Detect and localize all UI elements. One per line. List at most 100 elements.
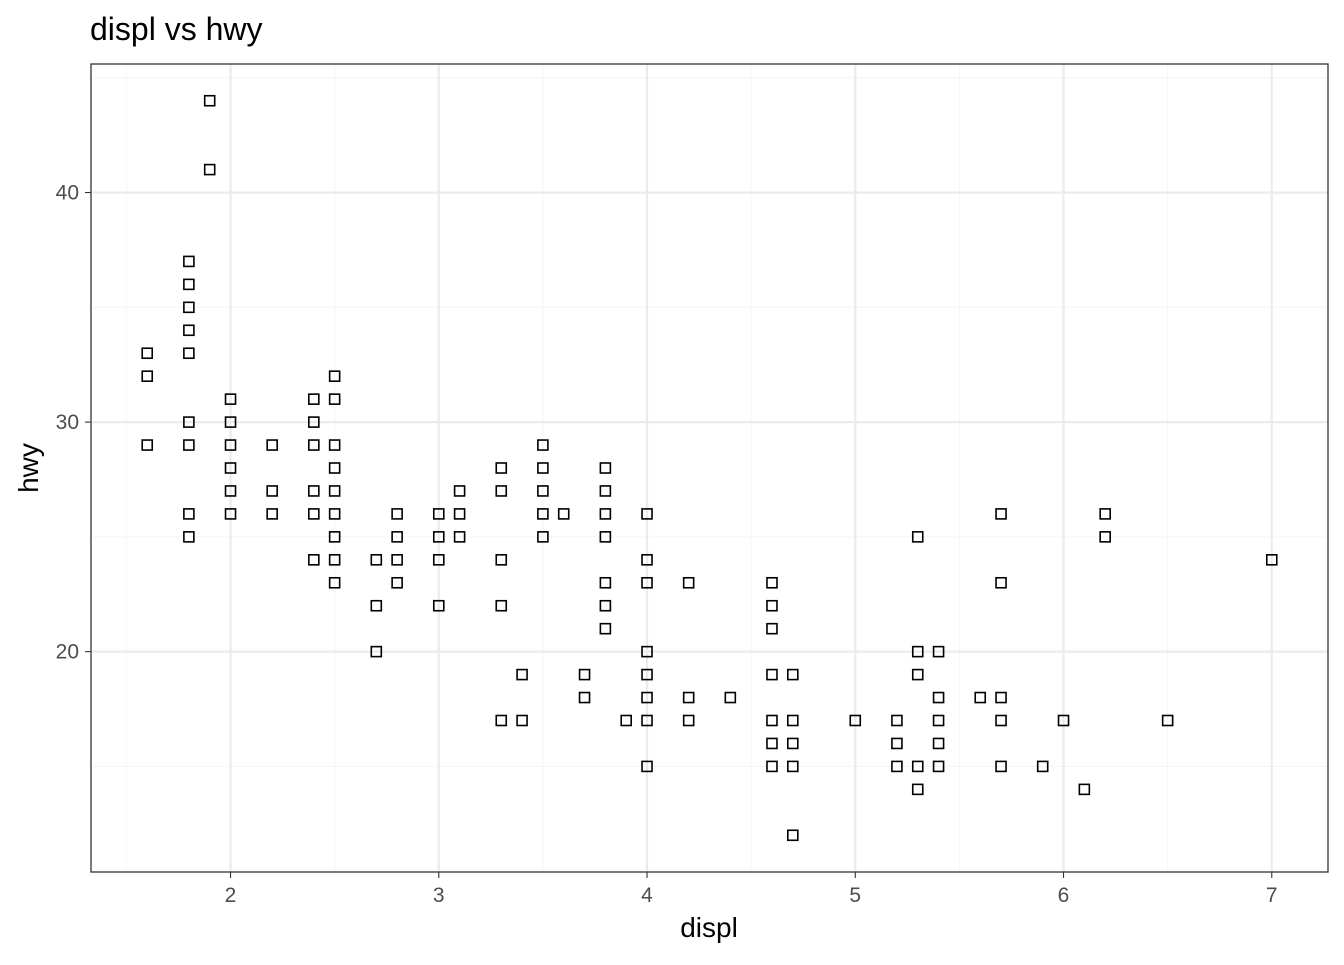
data-point	[308, 508, 320, 520]
data-point	[682, 691, 695, 704]
data-point	[495, 462, 508, 474]
data-point	[932, 760, 945, 773]
data-point	[1057, 714, 1070, 727]
data-point	[224, 393, 237, 405]
data-point	[995, 691, 1007, 704]
data-point	[495, 485, 508, 497]
points-layer	[141, 94, 1278, 842]
data-point	[974, 691, 987, 704]
data-point	[495, 599, 508, 612]
data-point	[141, 347, 154, 360]
data-point	[328, 370, 341, 382]
data-point	[453, 508, 466, 520]
data-point	[891, 760, 903, 773]
data-point	[495, 554, 508, 566]
data-point	[641, 714, 653, 727]
x-tick-label: 6	[1058, 884, 1070, 907]
data-point	[370, 599, 383, 612]
data-point	[766, 622, 778, 635]
data-point	[308, 416, 320, 428]
data-point	[266, 485, 278, 497]
data-point	[599, 508, 612, 520]
data-point	[682, 576, 695, 589]
data-point	[141, 439, 154, 451]
data-point	[183, 278, 195, 291]
data-point	[599, 576, 612, 589]
data-point	[203, 94, 216, 107]
data-point	[1078, 783, 1091, 796]
data-point	[578, 691, 591, 704]
data-point	[932, 645, 945, 658]
data-point	[308, 554, 320, 566]
data-point	[599, 531, 612, 543]
data-point	[1265, 554, 1278, 566]
data-point	[266, 439, 278, 451]
data-point	[224, 508, 237, 520]
data-point	[308, 393, 320, 405]
data-point	[183, 324, 195, 337]
data-point	[641, 691, 653, 704]
data-point	[266, 508, 278, 520]
data-point	[849, 714, 862, 727]
data-point	[766, 714, 778, 727]
data-point	[432, 599, 445, 612]
data-point	[641, 508, 653, 520]
data-point	[557, 508, 570, 520]
data-point	[911, 668, 924, 681]
data-point	[328, 462, 341, 474]
data-point	[308, 439, 320, 451]
data-point	[224, 485, 237, 497]
data-point	[391, 554, 403, 566]
data-point	[786, 668, 799, 681]
data-point	[328, 485, 341, 497]
data-point	[995, 508, 1007, 520]
data-point	[995, 760, 1007, 773]
data-point	[620, 714, 633, 727]
data-point	[224, 462, 237, 474]
data-point	[537, 462, 549, 474]
panel-border	[90, 63, 1329, 873]
data-point	[203, 163, 216, 176]
data-point	[516, 668, 528, 681]
data-point	[516, 714, 528, 727]
data-point	[578, 668, 591, 681]
data-point	[391, 508, 403, 520]
data-point	[537, 439, 549, 451]
data-point	[911, 783, 924, 796]
data-point	[328, 439, 341, 451]
y-tick-label: 20	[56, 641, 79, 664]
data-point	[328, 554, 341, 566]
data-point	[995, 714, 1007, 727]
data-point	[453, 531, 466, 543]
y-tick-label: 40	[56, 182, 79, 205]
x-tick-label: 3	[433, 884, 445, 907]
axes-layer: 2 3 4 5 6 7 20 30 40	[56, 182, 1278, 907]
data-point	[786, 760, 799, 773]
data-point	[1099, 531, 1111, 543]
data-point	[766, 737, 778, 750]
data-point	[370, 645, 383, 658]
data-point	[370, 554, 383, 566]
data-point	[911, 760, 924, 773]
grid-layer	[91, 64, 1328, 872]
x-tick-label: 4	[641, 884, 653, 907]
data-point	[932, 714, 945, 727]
data-point	[328, 576, 341, 589]
data-point	[766, 576, 778, 589]
x-tick-label: 5	[849, 884, 861, 907]
data-point	[308, 485, 320, 497]
data-point	[724, 691, 737, 704]
data-point	[537, 485, 549, 497]
data-point	[328, 393, 341, 405]
data-point	[224, 416, 237, 428]
x-axis-title: displ	[680, 912, 738, 943]
data-point	[183, 255, 195, 268]
data-point	[641, 554, 653, 566]
data-point	[599, 462, 612, 474]
data-point	[328, 531, 341, 543]
data-point	[891, 737, 903, 750]
data-point	[911, 531, 924, 543]
data-point	[786, 714, 799, 727]
